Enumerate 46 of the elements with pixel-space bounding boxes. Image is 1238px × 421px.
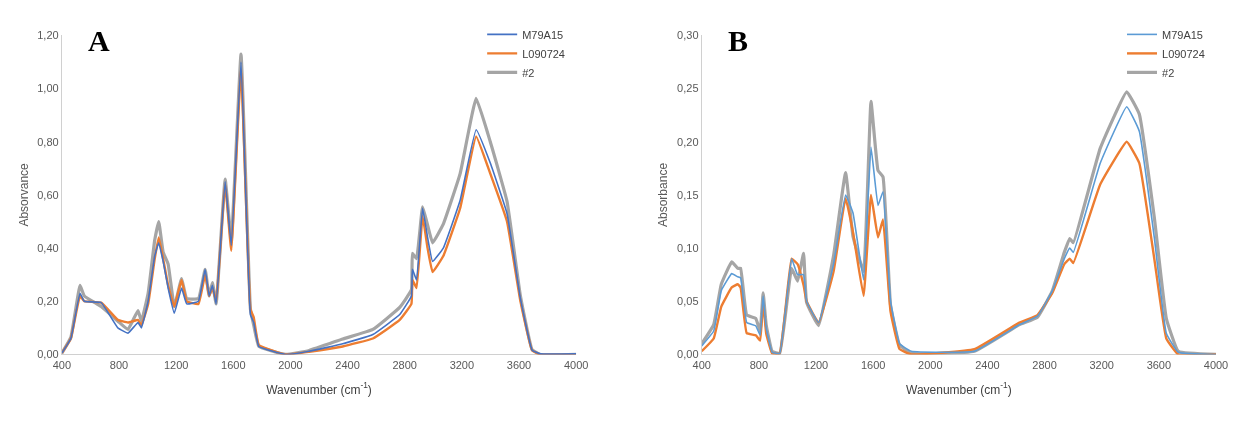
x-tick-label: 3200 [1089, 358, 1114, 371]
x-tick-label: 4000 [1203, 358, 1229, 371]
x-tick-label: 3200 [449, 358, 475, 371]
y-tick-label: 0,30 [677, 29, 699, 42]
x-tick-label: 3600 [1146, 358, 1172, 371]
y-axis-title: Absorbance [656, 162, 671, 227]
x-tick-label: 2000 [278, 358, 303, 371]
y-tick-label: 0,05 [677, 295, 699, 308]
x-tick-label: 2400 [975, 358, 1000, 371]
x-tick-label: 4000 [563, 358, 589, 371]
x-tick-label: 3600 [506, 358, 532, 371]
legend-label: #2 [1162, 66, 1175, 79]
x-tick-label: 800 [109, 358, 129, 371]
y-tick-label: 0,25 [677, 82, 699, 95]
legend-label: L090724 [1162, 47, 1205, 60]
legend-label: L090724 [522, 47, 565, 60]
x-tick-label: 1200 [163, 358, 189, 371]
y-tick-label: 0,80 [37, 135, 59, 148]
x-tick-label: 1200 [803, 358, 829, 371]
x-axis-title: Wavenumber (cm$^{-1}$) [906, 380, 1012, 397]
x-tick-label: 2800 [1032, 358, 1057, 371]
x-tick-label: 400 [692, 358, 711, 371]
y-tick-label: 0,10 [677, 241, 699, 254]
x-tick-label: 2800 [392, 358, 417, 371]
x-tick-label: 800 [749, 358, 769, 371]
chart-title: B [728, 24, 749, 57]
x-axis-title: Wavenumber (cm$^{-1}$) [266, 380, 372, 397]
y-tick-label: 0,60 [37, 188, 59, 201]
legend-label: M79A15 [522, 28, 564, 41]
chart-title: A [88, 24, 110, 57]
y-tick-label: 0,20 [677, 135, 699, 148]
legend-label: #2 [522, 66, 535, 79]
y-tick-label: 0,40 [37, 241, 59, 254]
x-tick-label: 1600 [221, 358, 246, 371]
legend-label: M79A15 [1162, 28, 1203, 41]
x-tick-label: 2000 [918, 358, 943, 371]
y-tick-label: 1,20 [37, 29, 59, 42]
y-tick-label: 0,20 [37, 295, 59, 308]
x-tick-label: 1600 [860, 358, 886, 371]
y-tick-label: 1,00 [37, 82, 59, 95]
y-tick-label: 0,15 [677, 188, 699, 201]
x-tick-label: 400 [52, 358, 72, 371]
x-tick-label: 2400 [335, 358, 360, 371]
y-axis-title: Absorvance [16, 162, 31, 227]
y-tick-label: 0,00 [37, 348, 59, 361]
y-tick-label: 0,00 [677, 348, 699, 361]
